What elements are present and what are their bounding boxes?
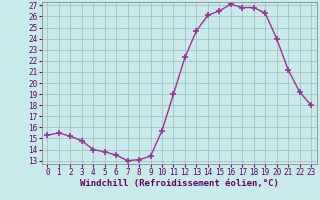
- X-axis label: Windchill (Refroidissement éolien,°C): Windchill (Refroidissement éolien,°C): [80, 179, 279, 188]
